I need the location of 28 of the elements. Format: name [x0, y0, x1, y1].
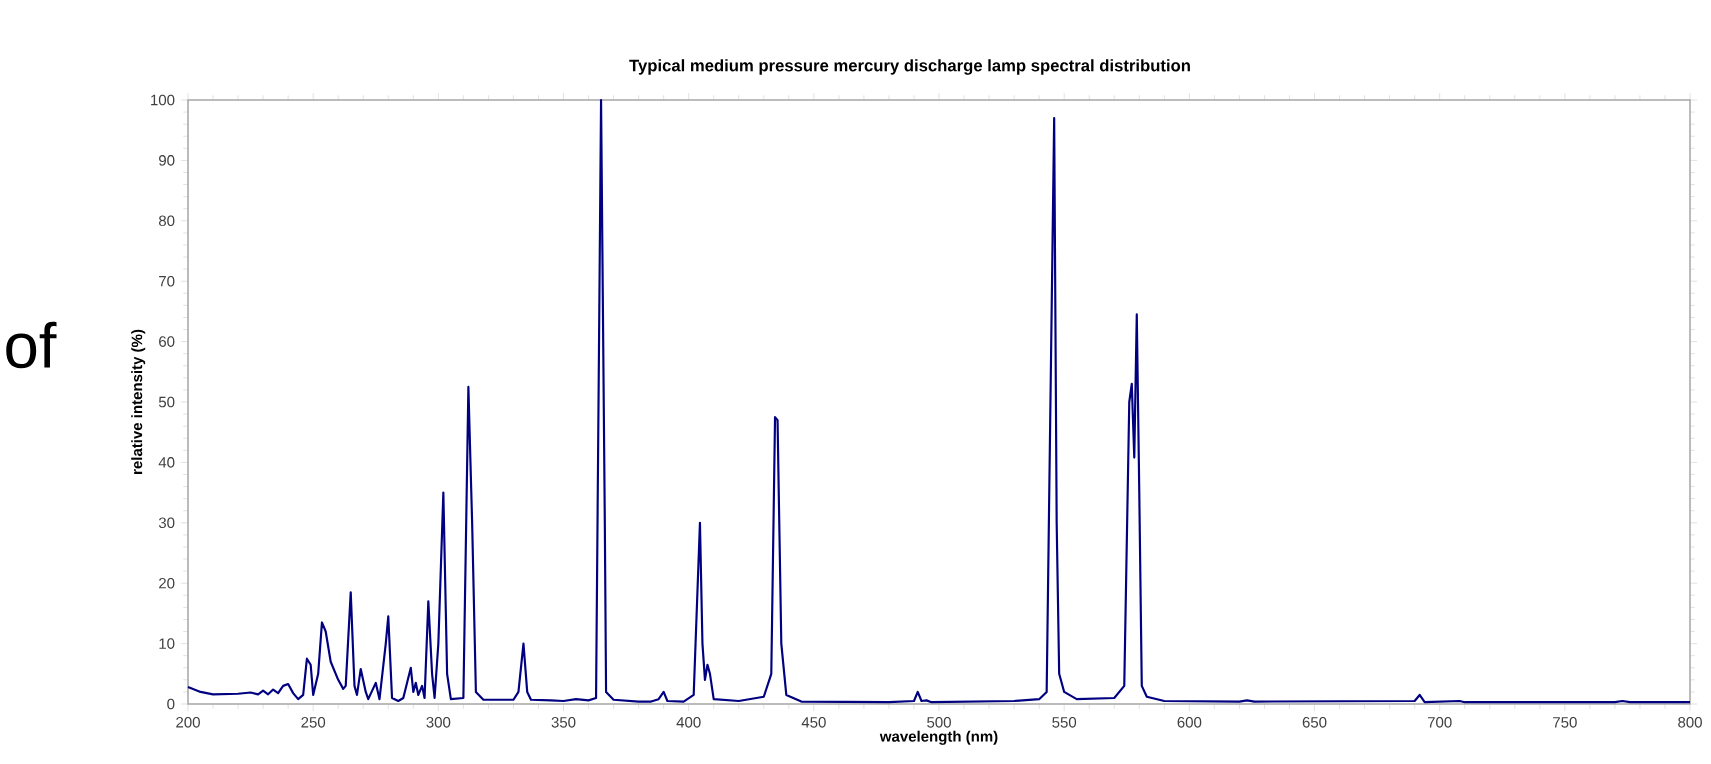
- y-tick-label: 90: [159, 155, 175, 166]
- x-tick-label: 350: [551, 717, 576, 728]
- chart-title: Typical medium pressure mercury discharge lamp spectral distribution: [629, 59, 1190, 75]
- y-axis-title: relative intensity (%): [131, 329, 146, 474]
- x-tick-label: 500: [927, 717, 951, 728]
- y-tick-label: 100: [151, 94, 175, 106]
- y-tick-label: 20: [159, 577, 175, 589]
- x-tick-label: 600: [1177, 717, 1202, 728]
- x-tick-label: 400: [676, 717, 701, 728]
- x-tick-label: 300: [426, 717, 451, 728]
- y-tick-label: 60: [159, 336, 175, 347]
- x-tick-label: 450: [801, 717, 826, 728]
- x-tick-label: 200: [176, 717, 200, 728]
- y-tick-label: 40: [158, 457, 175, 468]
- text: of: [6, 321, 57, 369]
- x-tick-label: 250: [301, 717, 326, 728]
- y-tick-label: 30: [158, 517, 175, 529]
- y-tick-label: 50: [158, 396, 175, 408]
- x-tick-label: 550: [1052, 717, 1077, 728]
- y-tick-label: 70: [159, 275, 175, 287]
- x-tick-label: 650: [1302, 717, 1327, 728]
- x-axis-title: wavelength (nm): [879, 730, 998, 745]
- y-tick-label: 10: [159, 638, 175, 649]
- y-tick-label: 0: [167, 698, 175, 710]
- x-tick-label: 750: [1553, 717, 1577, 728]
- y-tick-label: 80: [158, 215, 175, 227]
- x-tick-label: 800: [1678, 717, 1702, 728]
- x-tick-label: 700: [1427, 717, 1452, 728]
